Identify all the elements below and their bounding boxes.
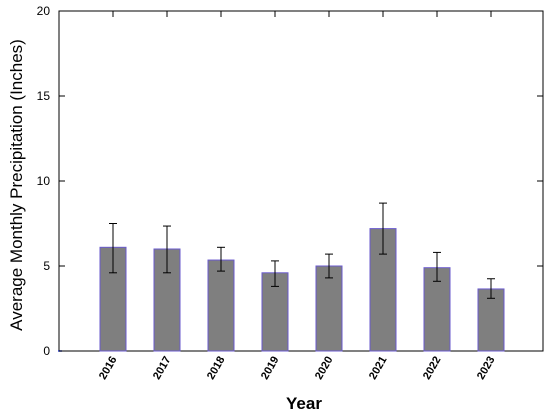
x-tick-label-2018: 2018 [205, 355, 228, 382]
y-axis-title: Average Monthly Precipitation (Inches) [7, 39, 26, 331]
x-axis-title: Year [286, 394, 322, 413]
bars [99, 228, 505, 352]
error-bar-2023 [487, 278, 495, 299]
error-bar-2021 [379, 202, 387, 255]
x-tick-label-2019: 2019 [259, 355, 282, 382]
plot-frame [58, 10, 544, 352]
error-bar-2016 [109, 223, 117, 274]
x-tick-label-2022: 2022 [421, 355, 444, 382]
error-bar-2022 [433, 251, 441, 282]
plot-border [58, 10, 544, 352]
error-bar-2018 [217, 246, 225, 272]
error-bar-2019 [271, 260, 279, 287]
y-tick-label: 20 [37, 4, 51, 18]
x-tick-label-2016: 2016 [97, 355, 120, 382]
error-bar-2020 [325, 253, 333, 279]
y-tick-label: 0 [43, 344, 50, 358]
y-tick-label: 10 [37, 174, 51, 188]
x-tick-label-2021: 2021 [367, 355, 390, 382]
bar-2018 [207, 259, 235, 352]
y-tick-label: 15 [37, 89, 51, 103]
y-axis-ticks: 0 5 10 15 20 [37, 4, 543, 358]
x-tick-label-2017: 2017 [151, 355, 174, 382]
x-tick-label-2020: 2020 [313, 355, 336, 382]
x-tick-label-2023: 2023 [475, 355, 498, 382]
bar-2023 [477, 288, 505, 352]
error-bars [109, 202, 495, 299]
bar-2020 [315, 265, 343, 352]
y-tick-label: 5 [43, 259, 50, 273]
error-bar-2017 [163, 225, 171, 274]
